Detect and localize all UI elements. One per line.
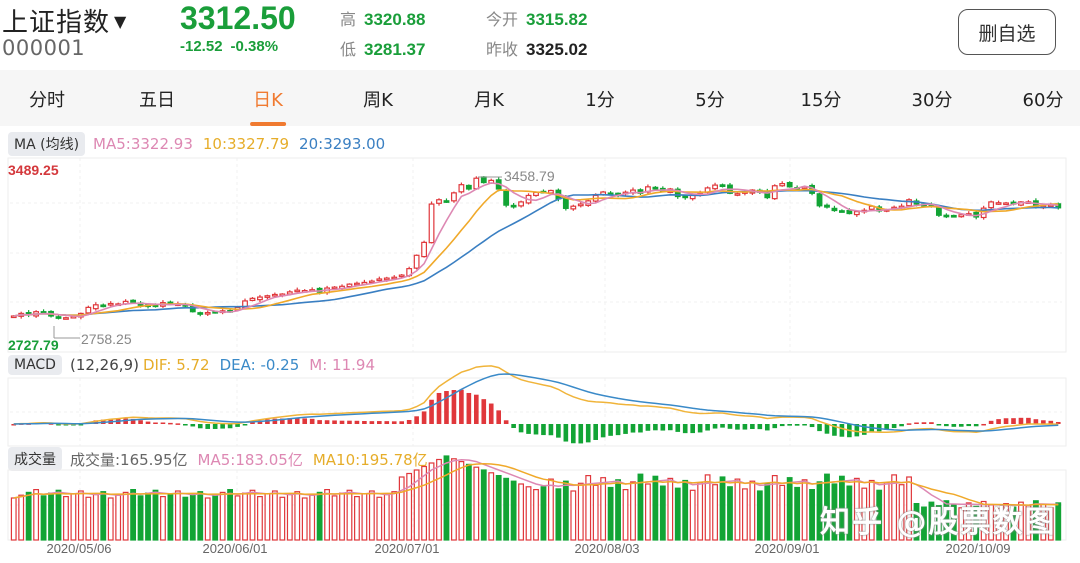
tab-9[interactable]: 60分 (1022, 90, 1064, 111)
tab-5[interactable]: 1分 (585, 90, 615, 111)
high-value: 3320.88 (364, 10, 426, 29)
change-percent: -0.38% (230, 38, 279, 55)
ma10-value: 10:3327.79 (202, 135, 290, 153)
date-label: 2020/05/06 (46, 541, 112, 556)
high-stat: 高 3320.88 (340, 6, 425, 30)
price-axis-min: 2727.79 (8, 337, 59, 353)
volume-value: 成交量:165.95亿 (70, 450, 188, 469)
date-label: 2020/07/01 (374, 541, 440, 556)
tab-4[interactable]: 月K (474, 90, 504, 111)
tab-3[interactable]: 周K (363, 90, 393, 111)
tab-7[interactable]: 15分 (800, 90, 842, 111)
open-stat: 今开 3315.82 (486, 6, 587, 30)
prev-close-label: 昨收 (486, 40, 519, 59)
volume-legend: 成交量 成交量:165.95亿 MA5:183.05亿 MA10:195.78亿 (8, 447, 438, 471)
tab-2[interactable]: 日K (253, 86, 283, 112)
period-tabs: 分时 五日 日K 周K 月K 1分 5分 15分 30分 60分 (0, 70, 1080, 126)
low-stat: 低 3281.37 (340, 36, 425, 60)
high-label: 高 (340, 10, 357, 29)
date-label: 2020/08/03 (574, 541, 640, 556)
macd-legend: MACD (12,26,9) DIF: 5.72 DEA: -0.25 M: 1… (8, 355, 385, 375)
trough-annotation: 2758.25 (81, 331, 132, 347)
open-label: 今开 (486, 10, 519, 29)
m-value: M: 11.94 (309, 356, 375, 374)
tab-0[interactable]: 分时 (29, 90, 65, 111)
tab-1[interactable]: 五日 (139, 90, 175, 111)
ma-legend: MA (均线) MA5:3322.93 10:3327.79 20:3293.0… (8, 132, 395, 156)
ma-indicator-button[interactable]: MA (均线) (8, 132, 86, 156)
index-name: 上证指数 (2, 8, 111, 38)
index-code: 000001 (2, 36, 86, 60)
price-change: -12.52 -0.38% (180, 38, 278, 55)
remove-watchlist-button[interactable]: 删自选 (958, 9, 1056, 55)
date-label: 2020/06/01 (202, 541, 268, 556)
index-name-selector[interactable]: 上证指数 ▼ (2, 2, 127, 39)
low-value: 3281.37 (364, 40, 426, 59)
prev-close-stat: 昨收 3325.02 (486, 36, 587, 60)
change-amount: -12.52 (180, 38, 223, 55)
last-price: 3312.50 (180, 0, 296, 36)
volume-indicator-button[interactable]: 成交量 (8, 447, 62, 471)
date-label: 2020/09/01 (754, 541, 820, 556)
tab-8[interactable]: 30分 (911, 90, 953, 111)
volume-ma5: MA5:183.05亿 (197, 450, 303, 469)
dif-value: DIF: 5.72 (142, 356, 210, 374)
low-label: 低 (340, 40, 357, 59)
dea-value: DEA: -0.25 (219, 356, 300, 374)
prev-close-value: 3325.02 (526, 40, 588, 59)
price-axis-max: 3489.25 (8, 162, 59, 178)
volume-ma10: MA10:195.78亿 (312, 450, 428, 469)
macd-params: (12,26,9) (69, 356, 139, 374)
date-label: 2020/10/09 (945, 541, 1011, 556)
quote-header: 上证指数 ▼ 000001 3312.50 -12.52 -0.38% 高 3320.… (0, 0, 1080, 70)
watermark: 知乎 @股票数图 (820, 505, 1057, 540)
ma5-value: MA5:3322.93 (93, 135, 193, 153)
macd-indicator-button[interactable]: MACD (8, 355, 62, 375)
tab-6[interactable]: 5分 (695, 90, 725, 111)
caret-down-icon: ▼ (114, 12, 128, 31)
peak-annotation: 3458.79 (504, 168, 555, 184)
ma20-value: 20:3293.00 (299, 135, 386, 153)
open-value: 3315.82 (526, 10, 588, 29)
